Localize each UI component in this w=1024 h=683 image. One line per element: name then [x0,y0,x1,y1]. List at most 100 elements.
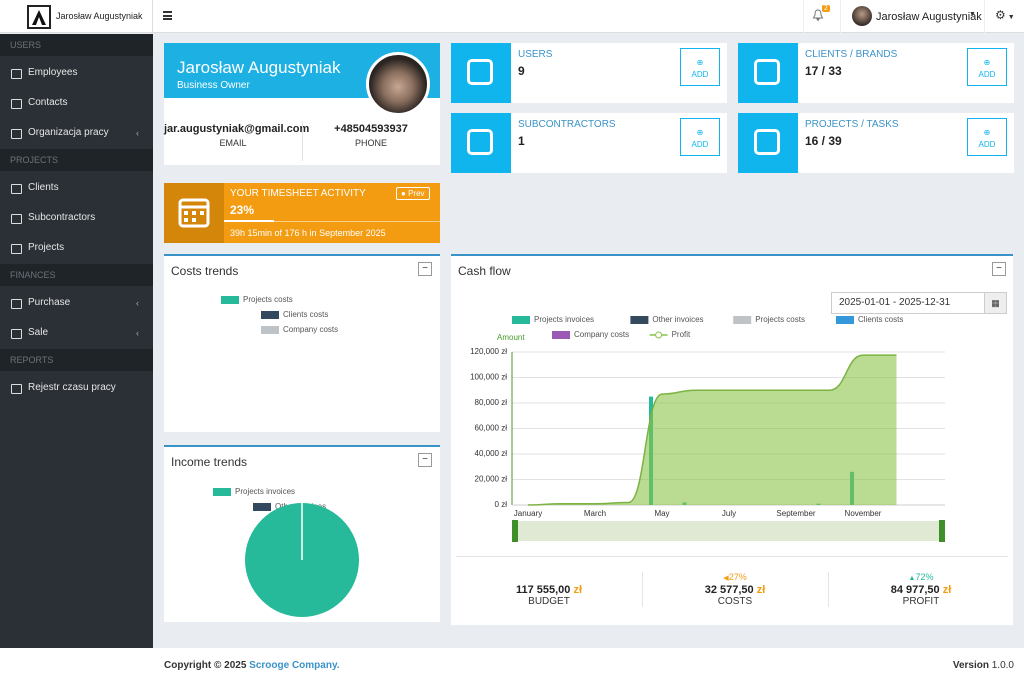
user-avatar[interactable] [852,6,872,26]
stat-title: USERS [518,49,552,60]
progress-bar [224,220,274,222]
card-title: Income trends [171,455,247,469]
sidebar: USERSEmployeesContactsOrganizacja pracy‹… [0,34,153,648]
stat-icon [738,43,798,103]
calendar-button[interactable]: ▦ [984,292,1007,314]
sidebar-icon [11,99,22,109]
icon-shape [754,59,780,85]
stat-card: USERS9⊕ADD [451,43,727,103]
sidebar-item[interactable]: Sale‹ [0,318,153,348]
notification-badge: 2 [822,5,830,12]
sidebar-label: Contacts [28,88,67,118]
version-number: 1.0.0 [992,660,1014,671]
collapse-button[interactable]: − [992,262,1006,276]
add-button[interactable]: ⊕ADD [967,118,1007,156]
stat-title: CLIENTS / BRANDS [805,49,897,60]
stat-value: 16 / 39 [805,134,842,148]
change-value: 72% [915,572,933,582]
prev-button[interactable]: ● Prev [396,187,430,200]
stat-icon [451,43,511,103]
profile-name: Jarosław Augustyniak [177,58,340,78]
sidebar-icon [11,69,22,79]
divider [840,0,841,33]
timesheet-icon [164,183,224,243]
profile-role: Business Owner [177,80,250,91]
summary-label: BUDGET [456,596,642,607]
costs-trends-card: Costs trends − [164,254,440,432]
date-range-input[interactable]: 2025-01-01 - 2025-12-31 [831,292,985,314]
summary-item: ▲72%84 977,50 złPROFIT [828,572,1014,607]
email-block: jar.augustyniak@gmail.com EMAIL [164,123,302,148]
sidebar-label: Clients [28,173,59,203]
sidebar-item[interactable]: Projects [0,233,153,263]
sidebar-item[interactable]: Employees [0,58,153,88]
sidebar-item[interactable]: Clients [0,173,153,203]
settings-menu[interactable]: ⚙ ▼ [995,8,1015,22]
currency: zł [943,584,952,596]
sidebar-label: Projects [28,233,64,263]
add-button[interactable]: ⊕ADD [967,48,1007,86]
sidebar-icon [11,244,22,254]
sidebar-item[interactable]: Organizacja pracy‹ [0,118,153,148]
sidebar-label: Purchase [28,288,70,318]
summary-label: COSTS [642,596,828,607]
summary-item: ◀27%32 577,50 złCOSTS [642,572,829,607]
email-label: EMAIL [164,138,302,148]
stat-title: SUBCONTRACTORS [518,119,616,130]
brand[interactable]: Jarosław Augustyniak [0,0,153,33]
notifications[interactable]: 2 [812,8,824,20]
summary-amount: 117 555,00 zł [456,584,642,596]
user-menu[interactable]: Jarosław Augustyniak [876,11,982,23]
sidebar-item[interactable]: Contacts [0,88,153,118]
sidebar-icon [11,299,22,309]
sidebar-label: Employees [28,58,77,88]
logo-icon [29,7,49,27]
sidebar-item[interactable]: Subcontractors [0,203,153,233]
company-link[interactable]: Scrooge Company. [249,660,339,671]
copyright-text: Copyright © 2025 [164,660,246,671]
stat-card: CLIENTS / BRANDS17 / 33⊕ADD [738,43,1014,103]
logo [27,5,51,29]
sidebar-section: REPORTS [0,349,153,371]
collapse-button[interactable]: − [418,453,432,467]
sidebar-label: Rejestr czasu pracy [28,373,116,403]
plus-icon: ⊕ [681,127,719,139]
timesheet-detail: 39h 15min of 176 h in September 2025 [230,228,386,238]
stat-icon [451,113,511,173]
menu-toggle[interactable] [163,11,172,20]
summary-change: ◀27% [642,572,828,584]
sidebar-item[interactable]: Purchase‹ [0,288,153,318]
plus-icon: ⊕ [968,57,1006,69]
timesheet-card: YOUR TIMESHEET ACTIVITY ● Prev 23% 39h 1… [164,183,440,243]
divider [984,0,985,33]
add-button[interactable]: ⊕ADD [680,118,720,156]
email: jar.augustyniak@gmail.com [164,123,302,135]
collapse-button[interactable]: − [418,262,432,276]
phone-label: PHONE [302,138,440,148]
add-label: ADD [968,69,1006,81]
version: Version 1.0.0 [953,660,1014,671]
timesheet-percent: 23% [230,203,254,217]
stat-card: PROJECTS / TASKS16 / 39⊕ADD [738,113,1014,173]
add-button[interactable]: ⊕ADD [680,48,720,86]
add-label: ADD [681,139,719,151]
phone: +48504593937 [302,123,440,135]
copyright: Copyright © 2025 Scrooge Company. [164,660,340,671]
summary-amount: 32 577,50 zł [642,584,828,596]
stat-card: SUBCONTRACTORS1⊕ADD [451,113,727,173]
sidebar-icon [11,184,22,194]
top-bar: Jarosław Augustyniak 2 Jarosław Augustyn… [0,0,1024,33]
sidebar-icon [11,129,22,139]
add-label: ADD [681,69,719,81]
prev-label: Prev [408,189,424,198]
sidebar-item[interactable]: Rejestr czasu pracy [0,373,153,403]
amount: 32 577,50 [705,584,754,596]
timesheet-title: YOUR TIMESHEET ACTIVITY [230,188,366,199]
sidebar-icon [11,384,22,394]
phone-block: +48504593937 PHONE [302,123,440,148]
cash-flow-card: Cash flow − 2025-01-01 - 2025-12-31 ▦ 11… [451,254,1013,625]
stat-icon [738,113,798,173]
currency: zł [573,584,582,596]
divider [803,0,804,33]
